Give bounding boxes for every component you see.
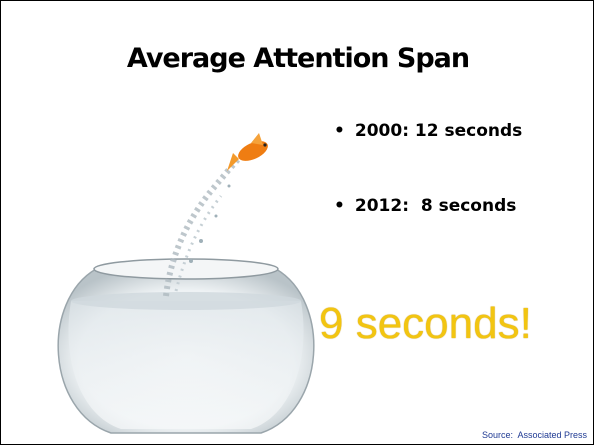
- slide-title: Average Attention Span: [1, 43, 594, 74]
- bullet-item: 2012: 8 seconds: [334, 196, 516, 216]
- bullet-item: 2000: 12 seconds: [334, 121, 522, 141]
- source-note: Source: Associated Press: [482, 430, 587, 440]
- slide: Average Attention Span 2000: 12 seconds …: [0, 0, 594, 445]
- highlight-text: 9 seconds!: [319, 299, 532, 349]
